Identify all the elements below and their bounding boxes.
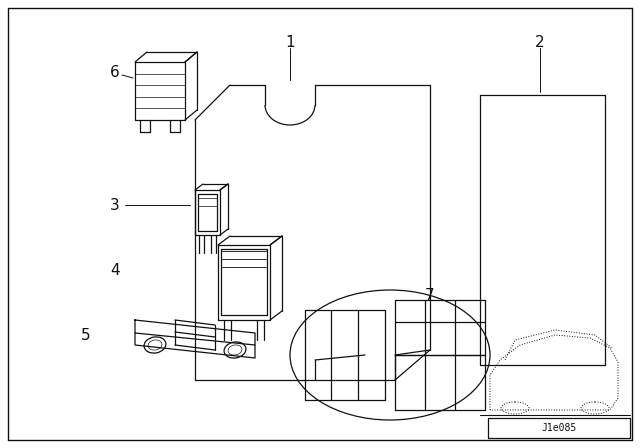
Text: 5: 5 <box>81 327 90 343</box>
Text: 7: 7 <box>425 288 435 302</box>
Text: 4: 4 <box>110 263 120 277</box>
Text: 1: 1 <box>285 34 295 49</box>
Text: J1e085: J1e085 <box>541 423 577 433</box>
Text: 2: 2 <box>535 34 545 49</box>
Text: 3: 3 <box>110 198 120 212</box>
Text: 6: 6 <box>110 65 120 79</box>
